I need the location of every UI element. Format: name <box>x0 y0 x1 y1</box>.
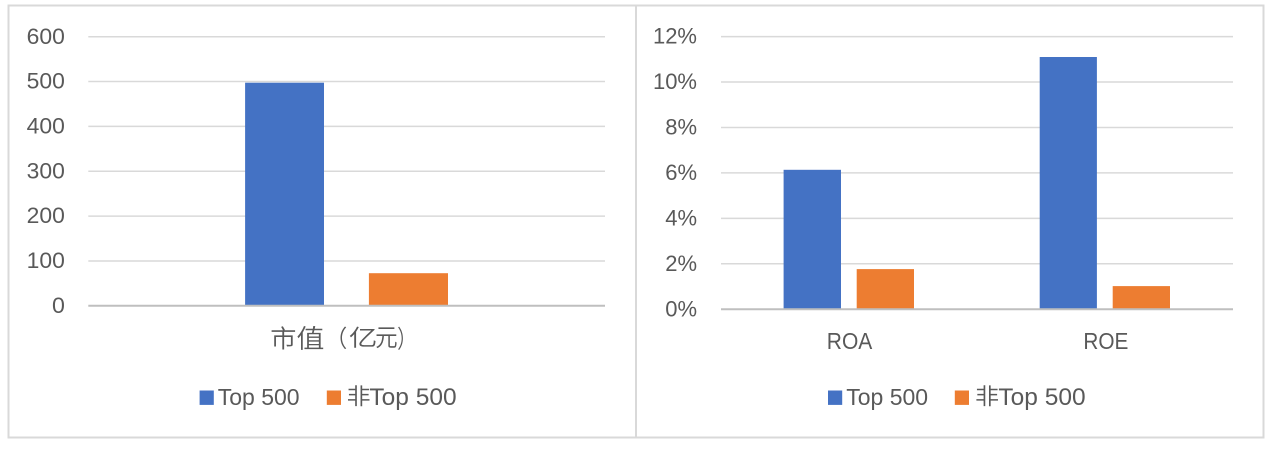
svg-text:Top 500: Top 500 <box>218 384 300 410</box>
svg-text:6%: 6% <box>665 160 697 185</box>
svg-text:300: 300 <box>27 158 65 183</box>
svg-text:0%: 0% <box>665 296 697 321</box>
svg-text:600: 600 <box>27 24 65 49</box>
svg-text:Top 500: Top 500 <box>998 384 1085 411</box>
svg-text:400: 400 <box>27 114 65 139</box>
svg-text:0: 0 <box>52 293 65 318</box>
svg-text:200: 200 <box>27 203 65 228</box>
svg-text:8%: 8% <box>665 115 697 140</box>
svg-text:ROE: ROE <box>1083 328 1128 354</box>
svg-text:ROA: ROA <box>827 328 873 354</box>
svg-text:Top 500: Top 500 <box>369 384 456 411</box>
svg-text:2%: 2% <box>665 251 697 276</box>
svg-text:Top 500: Top 500 <box>846 384 928 410</box>
svg-text:100: 100 <box>27 248 65 273</box>
svg-text:10%: 10% <box>653 69 697 94</box>
svg-text:500: 500 <box>27 69 65 94</box>
svg-text:12%: 12% <box>653 24 697 49</box>
svg-text:4%: 4% <box>665 205 697 230</box>
